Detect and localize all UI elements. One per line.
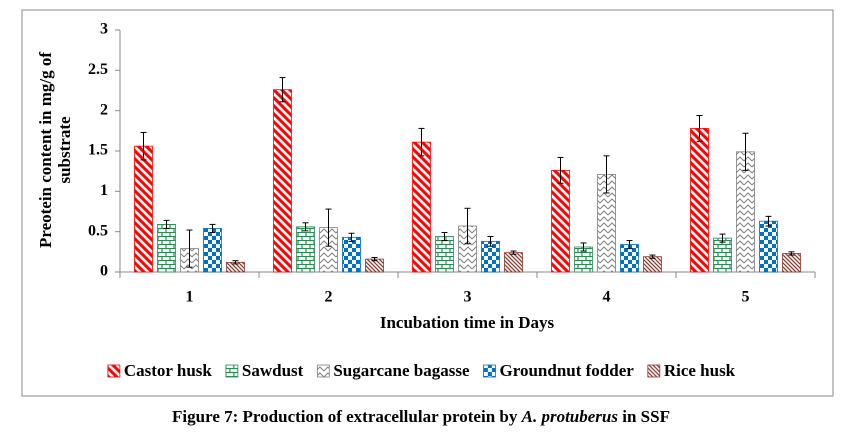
legend-swatch bbox=[107, 364, 121, 378]
bar bbox=[203, 228, 222, 273]
x-tick-label: 5 bbox=[742, 289, 750, 306]
caption: Figure 7: Production of extracellular pr… bbox=[172, 407, 670, 426]
legend-label: Groundnut fodder bbox=[500, 361, 635, 380]
error-bar bbox=[719, 233, 726, 243]
bar bbox=[412, 141, 431, 273]
x-tick-label: 1 bbox=[186, 289, 194, 306]
legend-swatch bbox=[647, 364, 661, 378]
bar bbox=[296, 226, 315, 273]
x-axis-title: Incubation time in Days bbox=[380, 313, 555, 332]
chart-frame bbox=[21, 9, 834, 397]
legend-label: Sawdust bbox=[242, 361, 304, 380]
error-bar bbox=[626, 240, 633, 250]
y-tick-label: 1 bbox=[100, 182, 108, 199]
bar bbox=[782, 253, 801, 273]
y-tick-label: 0.5 bbox=[88, 222, 108, 239]
error-bar bbox=[464, 207, 471, 245]
error-bar bbox=[186, 229, 193, 268]
error-bar bbox=[232, 260, 239, 265]
bar bbox=[435, 236, 454, 273]
error-bar bbox=[371, 256, 378, 262]
bar bbox=[759, 220, 778, 273]
y-tick-label: 2.5 bbox=[88, 61, 108, 78]
error-bar bbox=[742, 132, 749, 171]
caption-part: A. protuberus bbox=[521, 407, 619, 426]
error-bar bbox=[487, 236, 494, 247]
y-tick-label: 3 bbox=[100, 21, 108, 38]
error-bar bbox=[510, 250, 517, 255]
error-bar bbox=[418, 127, 425, 157]
error-bar bbox=[348, 232, 355, 242]
error-bar bbox=[649, 254, 656, 259]
bar bbox=[643, 256, 662, 273]
legend-swatch bbox=[225, 364, 239, 378]
legend: Castor husk Sawdust Sugarcane bagasse Groun… bbox=[107, 361, 736, 380]
caption-part: in SSF bbox=[618, 407, 670, 426]
legend-label: Sugarcane bagasse bbox=[333, 361, 470, 380]
y-tick-label: 0 bbox=[100, 263, 108, 280]
error-bar bbox=[302, 222, 309, 232]
bar bbox=[504, 252, 523, 273]
x-tick-label: 4 bbox=[603, 289, 611, 306]
error-bar bbox=[580, 242, 587, 252]
bar bbox=[342, 236, 361, 273]
legend-label: Rice husk bbox=[664, 361, 736, 380]
bar bbox=[690, 128, 709, 273]
error-bar bbox=[209, 223, 216, 233]
error-bar bbox=[441, 231, 448, 242]
bar bbox=[157, 224, 176, 273]
error-bar bbox=[603, 155, 610, 194]
y-tick-label: 2 bbox=[100, 101, 108, 118]
error-bar bbox=[325, 208, 332, 247]
error-bar bbox=[140, 131, 147, 161]
x-tick-label: 3 bbox=[464, 289, 472, 306]
error-bar bbox=[279, 77, 286, 103]
y-axis-title: substrate bbox=[55, 116, 74, 184]
error-bar bbox=[163, 219, 170, 229]
error-bar bbox=[696, 115, 703, 142]
bar bbox=[551, 169, 570, 273]
legend-swatch bbox=[483, 364, 496, 378]
bar bbox=[713, 237, 732, 273]
y-tick-label: 1.5 bbox=[88, 142, 108, 159]
legend-label: Castor husk bbox=[124, 361, 213, 380]
error-bar bbox=[765, 215, 772, 227]
bar bbox=[273, 89, 292, 273]
y-axis-title: Preotein content in mg/g of bbox=[36, 52, 55, 248]
error-bar bbox=[788, 251, 795, 256]
legend-swatch bbox=[316, 364, 330, 378]
error-bar bbox=[557, 156, 564, 184]
x-tick-label: 2 bbox=[325, 289, 333, 306]
bar bbox=[134, 145, 153, 273]
caption-part: Figure 7: Production of extracellular pr… bbox=[172, 407, 522, 426]
